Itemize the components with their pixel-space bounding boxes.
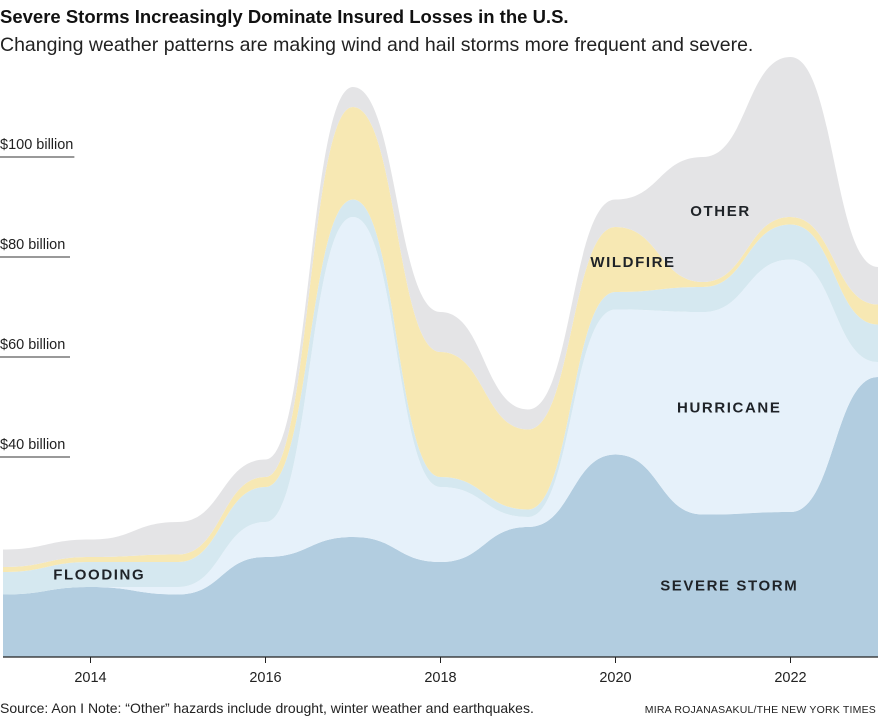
chart-title: Severe Storms Increasingly Dominate Insu… <box>0 6 569 27</box>
area-severe-storm <box>3 377 878 657</box>
series-label-other: OTHER <box>690 203 751 220</box>
x-tick-label: 2018 <box>424 670 456 686</box>
y-tick-label: $40 billion <box>0 437 65 453</box>
area-other <box>3 57 878 567</box>
area-hurricane <box>3 217 878 595</box>
x-axis: 2014 2016 2018 2020 2022 <box>3 656 878 686</box>
source-note: Source: Aon I Note: “Other” hazards incl… <box>0 700 534 716</box>
credit-line: MIRA ROJANASAKUL/THE NEW YORK TIMES <box>644 704 876 716</box>
y-axis: $40 billion $60 billion $80 billion $100 bi… <box>0 137 75 458</box>
x-tick-label: 2014 <box>74 670 106 686</box>
series-label-hurricane: HURRICANE <box>677 399 781 416</box>
series-label-severe-storm: SEVERE STORM <box>660 577 798 594</box>
y-tick-label: $100 billion <box>0 137 73 153</box>
area-flooding <box>3 199 878 595</box>
x-tick-label: 2016 <box>249 670 281 686</box>
area-layers <box>3 57 878 657</box>
series-label-flooding: FLOODING <box>53 567 145 584</box>
series-label-wildfire: WILDFIRE <box>590 254 675 271</box>
y-tick-label: $60 billion <box>0 337 65 353</box>
x-tick-label: 2022 <box>774 670 806 686</box>
series-labels: SEVERE STORM HURRICANE FLOODING WILDFIRE OTH… <box>53 203 798 595</box>
y-tick-label: $80 billion <box>0 237 65 253</box>
chart-subtitle: Changing weather patterns are making win… <box>0 34 754 56</box>
x-tick-label: 2020 <box>599 670 631 686</box>
